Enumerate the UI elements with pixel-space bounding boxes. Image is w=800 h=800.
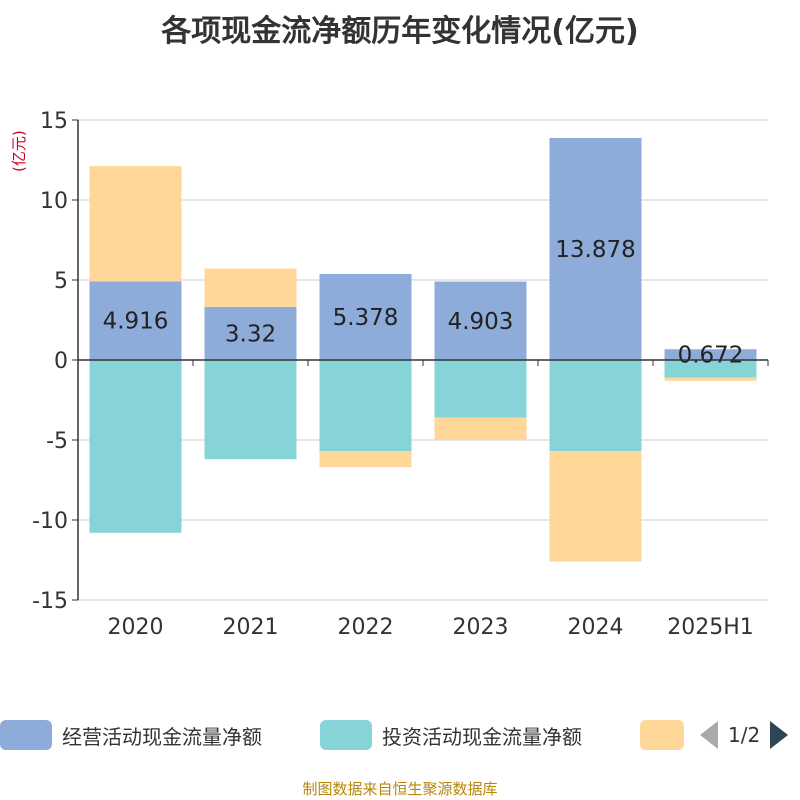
bar-investing-2024 <box>549 360 642 452</box>
legend-label-investing: 投资活动现金流量净额 <box>382 724 582 749</box>
bar-operating-2020 <box>89 281 182 360</box>
legend-swatch-investing <box>320 720 372 750</box>
bar-third-2024 <box>549 451 642 562</box>
bar-third-2022 <box>319 451 412 468</box>
bar-investing-2022 <box>319 360 412 452</box>
bar-third-2020 <box>89 166 182 282</box>
legend-swatch-third <box>640 720 684 750</box>
bar-operating-2025H1 <box>664 349 757 360</box>
y-tick-label: 0 <box>54 349 68 374</box>
y-tick-label: 15 <box>40 109 68 134</box>
x-tick-label: 2022 <box>338 615 394 640</box>
data-label: 13.878 <box>555 237 635 263</box>
bar-third-2021 <box>204 268 297 307</box>
legend-item-investing[interactable]: 投资活动现金流量净额 <box>320 720 582 750</box>
bar-investing-2021 <box>204 360 297 460</box>
pager-next-icon[interactable] <box>770 721 789 749</box>
data-label: 4.916 <box>103 309 169 335</box>
chart-title: 各项现金流净额历年变化情况(亿元) <box>161 14 639 49</box>
data-label: 4.903 <box>448 309 514 335</box>
bar-investing-2023 <box>434 360 527 418</box>
x-tick-label: 2025H1 <box>667 615 754 640</box>
y-tick-label: -10 <box>32 509 68 534</box>
legend: 经营活动现金流量净额 投资活动现金流量净额 1/2 <box>0 712 800 756</box>
bar-operating-2021 <box>204 306 297 360</box>
bar-third-2025H1 <box>664 377 757 381</box>
bar-third-2023 <box>434 417 527 440</box>
legend-pager: 1/2 <box>700 720 789 750</box>
y-tick-label: 10 <box>40 189 68 214</box>
bar-operating-2024 <box>549 137 642 360</box>
data-label: 5.378 <box>333 305 399 331</box>
x-tick-label: 2021 <box>223 615 279 640</box>
x-tick-label: 2024 <box>568 615 624 640</box>
bar-operating-2022 <box>319 273 412 360</box>
legend-swatch-operating <box>0 720 52 750</box>
source-note: 制图数据来自恒生聚源数据库 <box>302 780 498 798</box>
legend-item-third[interactable] <box>640 720 684 750</box>
chart-plot: 15 10 5 0 -5 -10 -15 4.916 3.32 5.378 4.903 13.878 0… <box>32 109 769 640</box>
legend-label-operating: 经营活动现金流量净额 <box>62 724 262 749</box>
data-label: 0.672 <box>678 343 744 369</box>
data-label: 3.32 <box>225 321 276 347</box>
bar-operating-2023 <box>434 281 527 360</box>
bar-investing-2025H1 <box>664 360 757 378</box>
x-tick-label: 2023 <box>453 615 509 640</box>
legend-item-operating[interactable]: 经营活动现金流量净额 <box>0 720 262 750</box>
y-tick-label: 5 <box>54 269 68 294</box>
bar-investing-2020 <box>89 360 182 533</box>
y-tick-label: -5 <box>46 429 68 454</box>
x-tick-label: 2020 <box>108 615 164 640</box>
pager-prev-icon[interactable] <box>700 721 718 749</box>
pager-text: 1/2 <box>728 723 761 747</box>
y-tick-label: -15 <box>32 589 68 614</box>
